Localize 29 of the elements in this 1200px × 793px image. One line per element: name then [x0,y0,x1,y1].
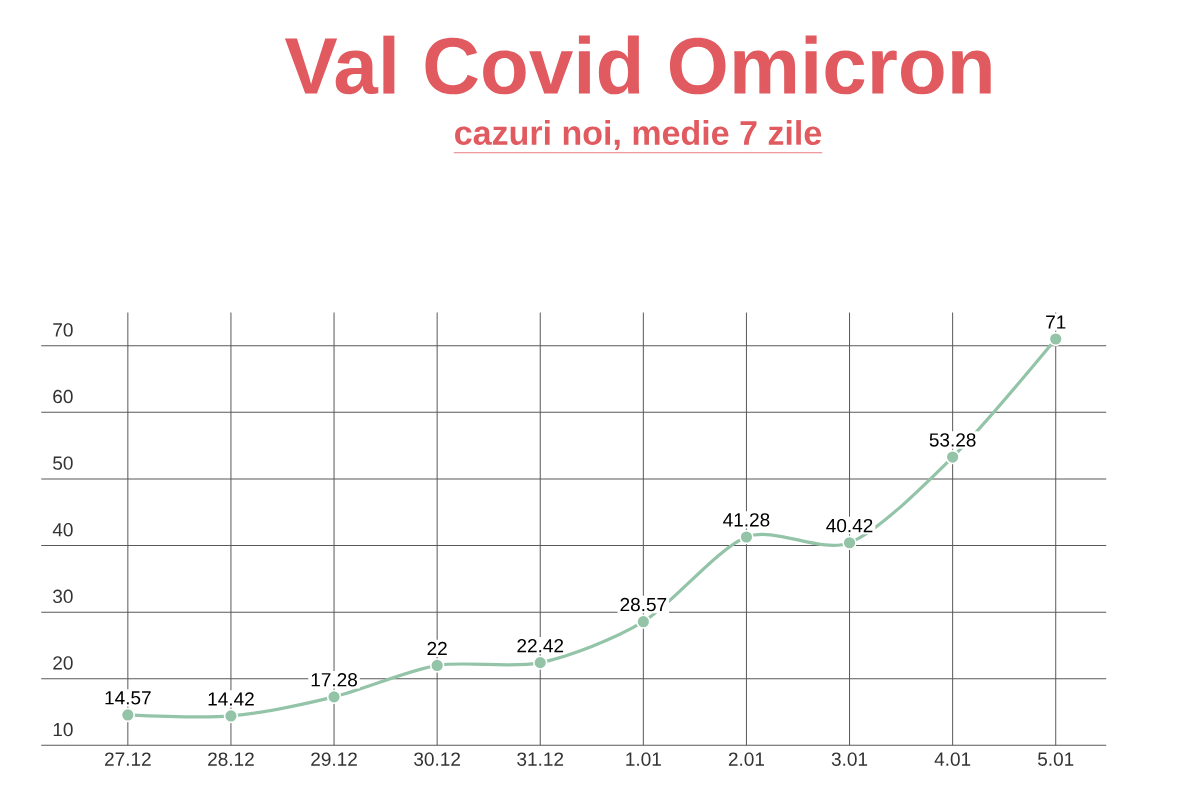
y-tick-label: 50 [53,456,73,470]
data-label: 22 [427,641,447,656]
x-tick-label: 2.01 [728,752,764,766]
y-tick-label: 10 [53,722,73,737]
x-tick-label: 29.12 [311,752,357,766]
data-label: 14.57 [105,691,151,705]
y-tick-label: 30 [53,589,73,604]
data-label: 28.57 [620,597,667,612]
x-tick-label: 3.01 [831,752,868,766]
y-tick-label: 40 [52,523,73,537]
data-label: 22.42 [517,638,564,653]
chart-title: Val Covid Omicron [284,35,991,95]
x-tick-label: 27.12 [105,752,151,766]
y-tick-label: 60 [53,389,73,404]
y-tick-label: 20 [53,656,73,670]
data-label: 71 [1046,315,1066,329]
y-tick-label: 70 [53,323,73,337]
data-label: 17.28 [311,673,357,687]
data-label: 40.42 [826,518,873,533]
x-tick-label: 5.01 [1037,752,1074,766]
x-tick-label: 28.12 [208,752,254,766]
data-label: 14.42 [208,692,254,706]
x-tick-label: 31.12 [517,752,564,766]
x-tick-label: 30.12 [414,752,460,766]
data-label: 41.28 [723,513,770,527]
chart-subtitle: cazuri noi, medie 7 zile [455,120,822,150]
x-tick-label: 4.01 [934,752,971,766]
data-label: 53.28 [929,433,976,447]
x-tick-label: 1.01 [626,752,661,766]
